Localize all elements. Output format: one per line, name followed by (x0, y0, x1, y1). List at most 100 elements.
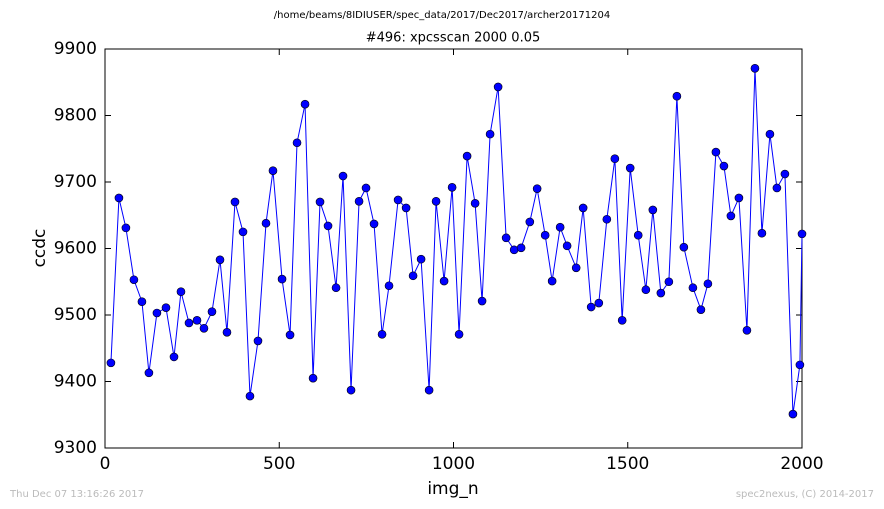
data-point (169, 352, 179, 362)
data-point (795, 360, 805, 370)
data-point (144, 368, 154, 378)
y-tick-label: 9400 (54, 372, 97, 392)
data-point (679, 242, 689, 252)
y-tick-label: 9300 (54, 438, 97, 458)
data-point (416, 254, 426, 264)
data-point (315, 197, 325, 207)
data-point (711, 147, 721, 157)
data-point (439, 276, 449, 286)
data-point (797, 229, 807, 239)
y-tick-label: 9700 (54, 172, 97, 192)
x-axis-label: img_n (427, 479, 478, 499)
data-point (485, 129, 495, 139)
y-tick-label: 9600 (54, 239, 97, 259)
data-point (765, 129, 775, 139)
data-point (788, 409, 798, 419)
data-point (454, 329, 464, 339)
data-point (384, 281, 394, 291)
data-point (447, 183, 457, 192)
data-point (525, 217, 535, 227)
chart-title: #496: xpcsscan 2000 0.05 (366, 31, 541, 46)
data-point (610, 154, 620, 164)
x-tick-label: 2000 (780, 454, 823, 474)
data-point (207, 307, 217, 316)
data-point (602, 214, 612, 224)
data-point (408, 271, 418, 281)
data-point (338, 171, 348, 181)
data-line (110, 68, 803, 415)
data-point (750, 63, 760, 73)
data-point (261, 218, 271, 228)
data-point (462, 151, 472, 161)
data-point (161, 303, 171, 312)
y-tick-label: 9800 (54, 106, 97, 126)
data-point (664, 277, 674, 287)
data-point (578, 203, 588, 213)
data-point (625, 163, 635, 173)
data-point (184, 318, 194, 328)
data-point (726, 211, 736, 221)
plot-frame (104, 48, 803, 449)
data-point (431, 196, 441, 206)
data-point (215, 255, 225, 265)
data-point (285, 330, 295, 340)
suptitle: /home/beams/8IDIUSER/spec_data/2017/Dec2… (274, 10, 610, 21)
data-point (617, 316, 627, 325)
data-point (555, 222, 565, 232)
data-point (308, 373, 318, 383)
data-point (277, 274, 287, 284)
data-point (238, 227, 248, 237)
data-point (562, 241, 572, 251)
data-point (323, 221, 333, 231)
data-point (470, 198, 480, 208)
data-point (493, 82, 503, 92)
data-point (106, 358, 116, 368)
data-point (633, 230, 643, 240)
y-tick-label: 9500 (54, 305, 97, 325)
data-point (176, 287, 186, 297)
data-point (424, 385, 434, 395)
data-point (253, 336, 263, 346)
data-point (719, 161, 729, 171)
data-point (222, 327, 232, 337)
data-point (192, 316, 202, 325)
data-point (361, 183, 371, 193)
data-point (780, 169, 790, 179)
data-point (354, 196, 364, 206)
data-point (757, 228, 767, 238)
data-point (594, 298, 604, 308)
data-point (129, 275, 139, 285)
x-tick-label: 1000 (432, 454, 475, 474)
data-point (346, 385, 356, 395)
footer-left: Thu Dec 07 13:16:26 2017 (9, 489, 144, 500)
data-point (656, 288, 666, 298)
data-point (516, 243, 526, 253)
footer-right: spec2nexus, (C) 2014-2017 (736, 489, 874, 500)
data-point (199, 323, 209, 333)
data-point (540, 230, 550, 240)
data-point (571, 263, 581, 273)
data-point (401, 203, 411, 213)
data-point (688, 283, 698, 293)
data-point (292, 138, 302, 148)
data-point (152, 308, 162, 318)
data-point (648, 205, 658, 215)
data-point (742, 325, 752, 335)
data-point (586, 302, 596, 312)
data-point (377, 329, 387, 339)
data-point (393, 195, 403, 205)
y-tick-label: 9900 (54, 39, 97, 59)
data-point (268, 166, 278, 175)
data-point (772, 183, 782, 193)
data-point (300, 99, 310, 109)
y-axis-label: ccdc (30, 229, 50, 268)
data-point (501, 233, 511, 243)
data-point (547, 276, 557, 286)
x-tick-label: 500 (263, 454, 295, 474)
data-point (230, 197, 240, 207)
x-tick-label: 0 (100, 454, 111, 474)
data-point (331, 283, 341, 293)
data-point (245, 391, 255, 401)
x-tick-label: 1500 (606, 454, 649, 474)
